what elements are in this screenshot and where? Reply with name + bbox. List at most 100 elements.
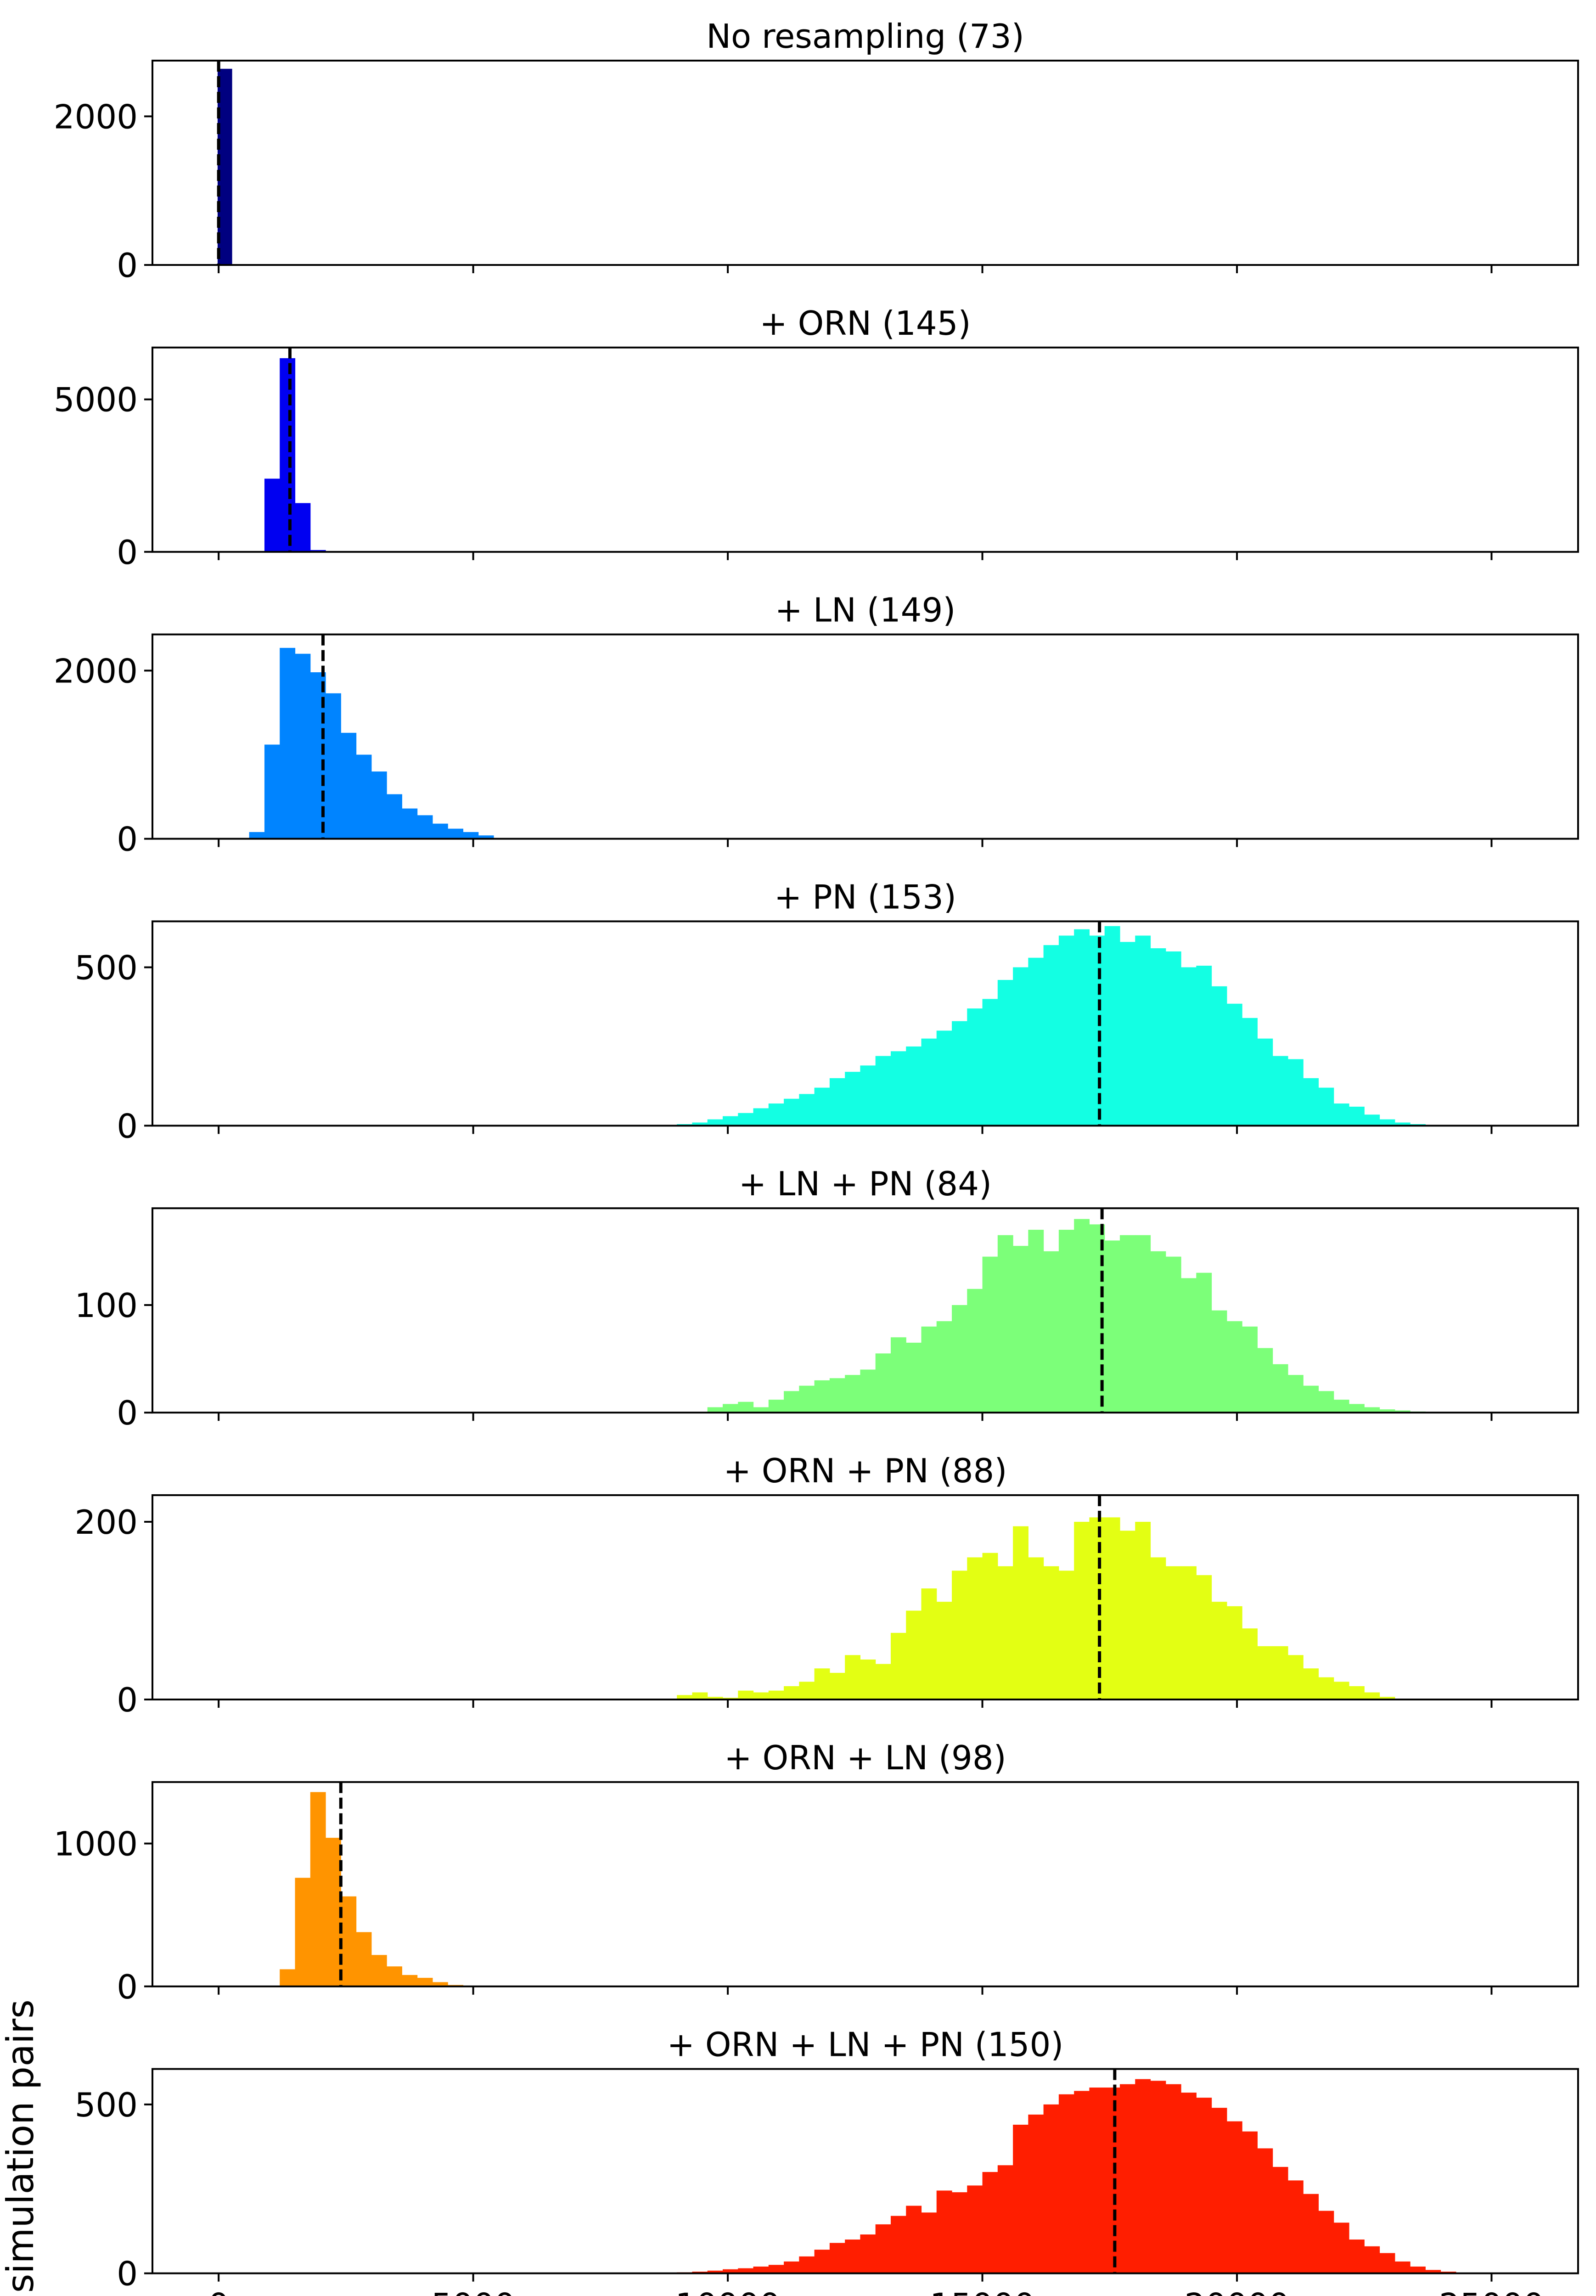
histogram-bar (1211, 1310, 1227, 1413)
histogram-bar (997, 980, 1013, 1126)
histogram-bar (432, 823, 448, 839)
histogram-bar (1242, 1326, 1258, 1413)
histogram-bar (829, 2243, 845, 2273)
panel-1: No resampling (73) 0 2000 (54, 17, 1579, 285)
histogram-bar (1257, 2148, 1273, 2273)
histogram-bar (1196, 1272, 1212, 1413)
histogram-bar (341, 1896, 357, 1986)
histogram-bar (1119, 942, 1135, 1126)
histogram-bar (860, 1065, 876, 1126)
histogram-bars (677, 1517, 1395, 1699)
histogram-bar (1287, 1375, 1304, 1413)
histogram-bar (768, 1103, 784, 1126)
histogram-bar (1196, 965, 1212, 1126)
y-tick-label: 1000 (54, 1825, 138, 1863)
panel-7: + ORN + LN (98) 0 1000 (54, 1739, 1579, 2006)
histogram-bar (1058, 1230, 1074, 1413)
histogram-bar (1333, 1103, 1349, 1126)
histogram-bar (1257, 1038, 1273, 1126)
histogram-bar (952, 1021, 967, 1126)
axes-frame (152, 1781, 1579, 1987)
histogram-bar (1089, 2088, 1105, 2273)
histogram-bar (1211, 1602, 1227, 1699)
axes-frame (152, 1207, 1579, 1414)
histogram-bar (829, 1672, 845, 1699)
axes-frame (152, 346, 1579, 553)
histogram-bar (952, 2192, 967, 2273)
histogram-bar (738, 1690, 754, 1699)
histogram-bar (845, 1375, 861, 1413)
panel-title: No resampling (73) (706, 17, 1024, 56)
histogram-bar (1211, 2108, 1227, 2273)
histogram-bar (738, 2268, 754, 2273)
histogram-bar (1303, 2194, 1319, 2273)
histogram-bar (753, 1692, 769, 1699)
histogram-bar (875, 1353, 891, 1413)
histogram-bar (829, 1378, 845, 1413)
histogram-bar (1226, 1321, 1242, 1413)
histogram-bar (356, 754, 372, 839)
y-tick-label: 100 (75, 1286, 138, 1325)
histogram-bar (387, 1966, 402, 1986)
histogram-bar (1379, 1409, 1395, 1413)
histogram-bar (1303, 1078, 1319, 1126)
histogram-bar (1364, 1692, 1380, 1699)
y-tick-label: 5000 (54, 381, 138, 419)
histogram-bar (799, 1385, 815, 1413)
histogram-bar (1364, 1407, 1380, 1413)
y-tick-label: 0 (117, 1394, 138, 1432)
histogram-bar (1165, 1256, 1181, 1413)
histogram-bar (1333, 1682, 1349, 1699)
histogram-bar (768, 1690, 784, 1699)
histogram-bar (1028, 1230, 1044, 1413)
histogram-bar (1226, 1606, 1242, 1699)
histogram-bar (890, 1051, 906, 1126)
histogram-bar (1196, 2098, 1212, 2273)
histogram-bar (1104, 1517, 1120, 1699)
histogram-bar (692, 1122, 708, 1126)
histogram-bar (997, 1566, 1013, 1699)
histogram-bar (1242, 1018, 1258, 1126)
y-tick-label: 2000 (54, 97, 138, 136)
y-tick-label: 2000 (54, 652, 138, 690)
histogram-bar (1074, 1219, 1090, 1413)
histogram-bar (677, 1695, 693, 1699)
histogram-bar (906, 1046, 922, 1126)
histogram-bar (1242, 1628, 1258, 1699)
histogram-bar (1349, 2240, 1365, 2273)
histogram-bars (280, 1792, 464, 1986)
histogram-bar (387, 794, 402, 839)
histogram-bar (723, 1404, 738, 1413)
histogram-bar (692, 1692, 708, 1699)
histogram-bar (952, 1570, 967, 1699)
histogram-bar (1272, 1364, 1288, 1413)
x-tick-label: 20000 (1184, 2286, 1289, 2296)
histogram-bar (1074, 1522, 1090, 1699)
histogram-bar (1119, 1531, 1135, 1699)
histogram-bar (1272, 1646, 1288, 1699)
histogram-bar (784, 1391, 799, 1413)
histogram-bar (295, 653, 311, 839)
histogram-bar (982, 999, 998, 1126)
histogram-bar (707, 1697, 723, 1699)
histogram-bar (1242, 2131, 1258, 2273)
histogram-bar (1165, 951, 1181, 1126)
histogram-bar (799, 1682, 815, 1699)
histogram-bar (845, 2240, 861, 2273)
histogram-bar (799, 1094, 815, 1126)
histogram-bar (860, 1369, 876, 1413)
y-tick-label: 0 (117, 533, 138, 572)
histogram-bar (829, 1078, 845, 1126)
histogram-bar (875, 1664, 891, 1699)
y-tick-label: 0 (117, 1681, 138, 1719)
histogram-bar (1394, 2261, 1411, 2273)
histogram-bar (1135, 1522, 1151, 1699)
y-axis-label: # simulation pairs (0, 1999, 42, 2296)
histogram-bar (890, 1337, 906, 1413)
histogram-bar (1150, 948, 1166, 1126)
histogram-bar (936, 1321, 952, 1413)
histogram-bar (402, 1975, 418, 1986)
histogram-bar (326, 1838, 341, 1986)
histogram-bar (1013, 2124, 1028, 2273)
histogram-bar (1181, 2093, 1197, 2273)
